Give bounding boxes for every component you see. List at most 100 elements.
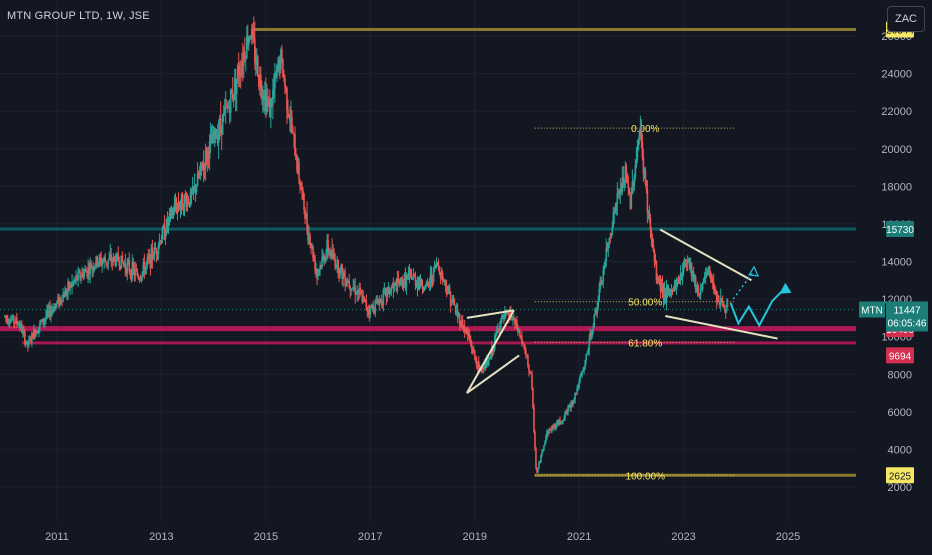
candle-body — [686, 260, 689, 265]
candle-body — [302, 190, 304, 194]
candle-body — [66, 290, 68, 295]
candle-body — [449, 293, 452, 306]
candle-body — [586, 353, 588, 355]
candle-body — [185, 198, 188, 207]
candle-body — [344, 276, 346, 286]
candle-body — [637, 139, 640, 150]
candle-body — [542, 449, 544, 452]
candle-body — [458, 313, 461, 326]
candle-body — [122, 261, 125, 264]
candle-body — [441, 272, 444, 281]
candle-body — [399, 278, 402, 286]
candle-body — [209, 135, 212, 142]
candle-body — [600, 280, 603, 285]
candle-body — [685, 261, 688, 265]
candle-body — [459, 325, 462, 327]
candle-body — [498, 328, 500, 330]
candle-body — [208, 141, 211, 159]
candle-body — [621, 176, 624, 192]
candle-body — [424, 284, 427, 289]
candle-body — [665, 288, 668, 301]
candle-body — [352, 287, 355, 289]
candle-body — [429, 273, 432, 283]
candle-body — [296, 160, 298, 171]
candle-body — [347, 280, 349, 283]
candle-body — [697, 292, 700, 294]
candle-body — [5, 316, 8, 319]
candle-body — [76, 275, 78, 280]
candle-body — [78, 271, 80, 273]
candle-body — [3, 315, 6, 317]
candle-body — [400, 278, 403, 280]
price-axis[interactable] — [856, 0, 932, 550]
candle-body — [588, 339, 590, 351]
candle-body — [49, 306, 51, 317]
candle-body — [126, 262, 129, 274]
candle-body — [64, 290, 66, 298]
time-axis[interactable] — [0, 522, 858, 550]
currency-button[interactable]: ZAC — [887, 6, 925, 32]
candle-body — [288, 115, 290, 117]
candle-body — [555, 424, 557, 429]
candle-body — [321, 257, 323, 267]
candle-body — [31, 332, 33, 342]
candle-body — [170, 209, 173, 217]
candle-body — [582, 369, 584, 373]
candle-body — [80, 276, 82, 279]
candle-body — [709, 272, 712, 279]
candle-body — [230, 89, 233, 94]
candle-body — [54, 304, 56, 312]
candle-body — [716, 296, 719, 303]
candle-body — [143, 262, 146, 274]
candle-body — [197, 173, 200, 178]
candle-body — [541, 451, 543, 456]
projection-dotted-arrow — [748, 265, 760, 277]
candle-body — [299, 179, 301, 186]
candle-body — [486, 359, 489, 365]
candle-body — [109, 254, 112, 258]
candle-body — [501, 315, 503, 321]
candle-body — [85, 269, 87, 272]
candle-body — [98, 257, 100, 264]
candle-body — [245, 35, 248, 59]
candle-body — [628, 188, 631, 194]
candle-body — [473, 349, 476, 357]
candle-body — [174, 203, 177, 207]
candle-body — [523, 343, 525, 346]
candle-body — [487, 359, 490, 365]
candle-body — [567, 405, 569, 412]
candle-body — [386, 289, 389, 297]
candle-body — [380, 298, 383, 304]
candle-body — [327, 240, 329, 253]
candle-body — [96, 256, 98, 266]
candle-body — [638, 132, 641, 140]
candle-body — [609, 238, 612, 240]
candle-body — [33, 329, 35, 339]
candle-body — [169, 209, 172, 214]
candle-body — [261, 88, 263, 100]
candle-body — [89, 263, 91, 274]
x-tick-label: 2011 — [45, 531, 69, 543]
support-zone-lower — [22, 341, 856, 345]
candle-body — [277, 65, 279, 68]
candle-body — [705, 271, 708, 276]
candle-body — [379, 298, 382, 301]
candle-body — [417, 281, 420, 288]
candle-body — [84, 269, 86, 273]
candle-body — [627, 182, 630, 189]
candle-body — [553, 424, 555, 429]
candle-body — [62, 294, 64, 302]
candle-body — [242, 51, 245, 67]
price-label-text: 15730 — [886, 225, 914, 236]
candle-body — [141, 271, 144, 277]
candle-body — [723, 304, 726, 311]
candle-body — [654, 261, 657, 263]
candle-body — [40, 321, 42, 323]
candle-body — [365, 299, 368, 308]
candle-body — [595, 308, 598, 314]
candle-body — [712, 283, 715, 289]
candle-body — [235, 78, 238, 94]
candle-body — [701, 283, 704, 290]
